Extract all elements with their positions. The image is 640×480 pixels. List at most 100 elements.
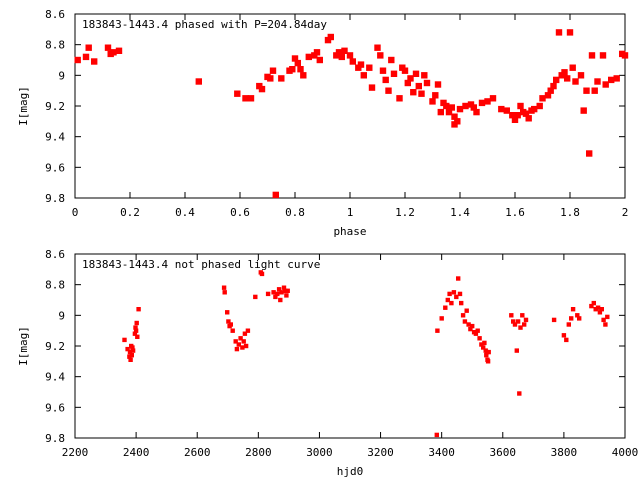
x-tick-label: 4000 (612, 446, 639, 459)
data-point (608, 76, 615, 84)
data-point (470, 104, 477, 111)
y-tick-label: 9.6 (45, 401, 65, 414)
y-tick-label: 8.8 (45, 279, 65, 292)
data-point (468, 326, 473, 332)
data-point (283, 288, 288, 293)
data-point (258, 85, 266, 93)
data-point (445, 297, 450, 303)
data-point (511, 116, 519, 123)
x-tick-label: 1.4 (450, 206, 470, 219)
data-point (482, 340, 487, 346)
data-point (531, 105, 538, 113)
data-point (305, 53, 312, 61)
y-axis-label: I[mag] (17, 326, 30, 366)
data-point (291, 55, 299, 62)
x-tick-label: 1.6 (505, 206, 525, 219)
data-point (366, 64, 373, 71)
data-point (404, 79, 411, 87)
x-tick-label: 3400 (428, 446, 455, 459)
data-point (583, 87, 590, 94)
data-point (335, 49, 343, 56)
data-point (278, 297, 283, 303)
data-point (136, 307, 141, 312)
data-points (74, 29, 629, 199)
data-point (473, 331, 479, 336)
data-point (130, 345, 135, 350)
data-point (553, 76, 560, 84)
data-point (479, 342, 484, 347)
x-tick-label: 0.2 (120, 206, 140, 219)
data-point (240, 345, 245, 350)
y-tick-label: 9.8 (45, 432, 65, 445)
data-point (259, 271, 265, 277)
data-point (570, 307, 576, 312)
data-point (566, 322, 571, 327)
data-point (451, 290, 457, 295)
y-tick-label: 9.4 (45, 131, 65, 144)
data-point (437, 108, 444, 116)
data-point (572, 78, 579, 85)
y-tick-label: 9.2 (45, 340, 65, 353)
data-point (341, 47, 348, 54)
data-point (285, 288, 290, 293)
axis-ticks (74, 13, 626, 199)
data-point (454, 118, 461, 125)
y-tick-label: 9.4 (45, 371, 65, 384)
data-point (564, 337, 569, 343)
x-tick-label: 3200 (367, 446, 394, 459)
data-point (486, 349, 491, 355)
chart-title: 183843-1443.4 phased with P=204.84day (82, 18, 327, 31)
x-axis-label: phase (333, 225, 366, 238)
data-point (561, 69, 568, 76)
data-point (481, 345, 486, 350)
data-point (456, 276, 461, 281)
data-point (415, 82, 422, 90)
data-point (443, 102, 450, 110)
x-tick-label: 1.2 (395, 206, 415, 219)
data-point (265, 291, 271, 297)
data-point (464, 308, 469, 313)
data-point (421, 72, 428, 79)
data-point (599, 307, 604, 312)
data-point (575, 313, 580, 318)
data-point (432, 92, 439, 99)
data-point (221, 285, 227, 290)
data-point (544, 92, 552, 99)
data-point (462, 319, 468, 324)
data-point (475, 328, 480, 333)
data-point (518, 325, 523, 330)
data-point (460, 313, 466, 318)
data-point (379, 67, 387, 74)
data-point (133, 325, 138, 330)
data-point (269, 67, 277, 74)
data-point (313, 49, 321, 56)
data-point (247, 95, 255, 102)
data-point (593, 307, 598, 312)
data-point (517, 391, 522, 396)
data-point (621, 52, 629, 59)
data-point (316, 56, 323, 64)
data-point (104, 44, 112, 51)
data-point (91, 58, 98, 65)
data-point (401, 67, 409, 74)
data-point (349, 58, 356, 65)
y-tick-label: 9 (58, 69, 65, 82)
x-tick-label: 0.4 (175, 206, 195, 219)
data-point (300, 72, 307, 79)
data-point (74, 56, 81, 64)
data-point (127, 354, 132, 359)
data-point (195, 78, 202, 85)
data-point (410, 89, 417, 96)
unphased-light-curve-panel: 2200 2400 2600 2800 3000 3200 3400 3600 3800 4000… (17, 248, 638, 478)
phased-light-curve-panel: 0 0.2 0.4 0.6 0.8 1 1.2 1.4 1.6 1.8 2 8.6 8.8 9 9.2 9.… (17, 8, 628, 238)
data-point (423, 79, 431, 87)
data-point (456, 105, 464, 113)
data-point (374, 44, 381, 51)
data-point (388, 56, 395, 64)
data-point (245, 328, 251, 333)
data-point (82, 53, 90, 61)
data-point (115, 47, 123, 54)
data-point (459, 300, 464, 306)
data-point (470, 323, 475, 329)
